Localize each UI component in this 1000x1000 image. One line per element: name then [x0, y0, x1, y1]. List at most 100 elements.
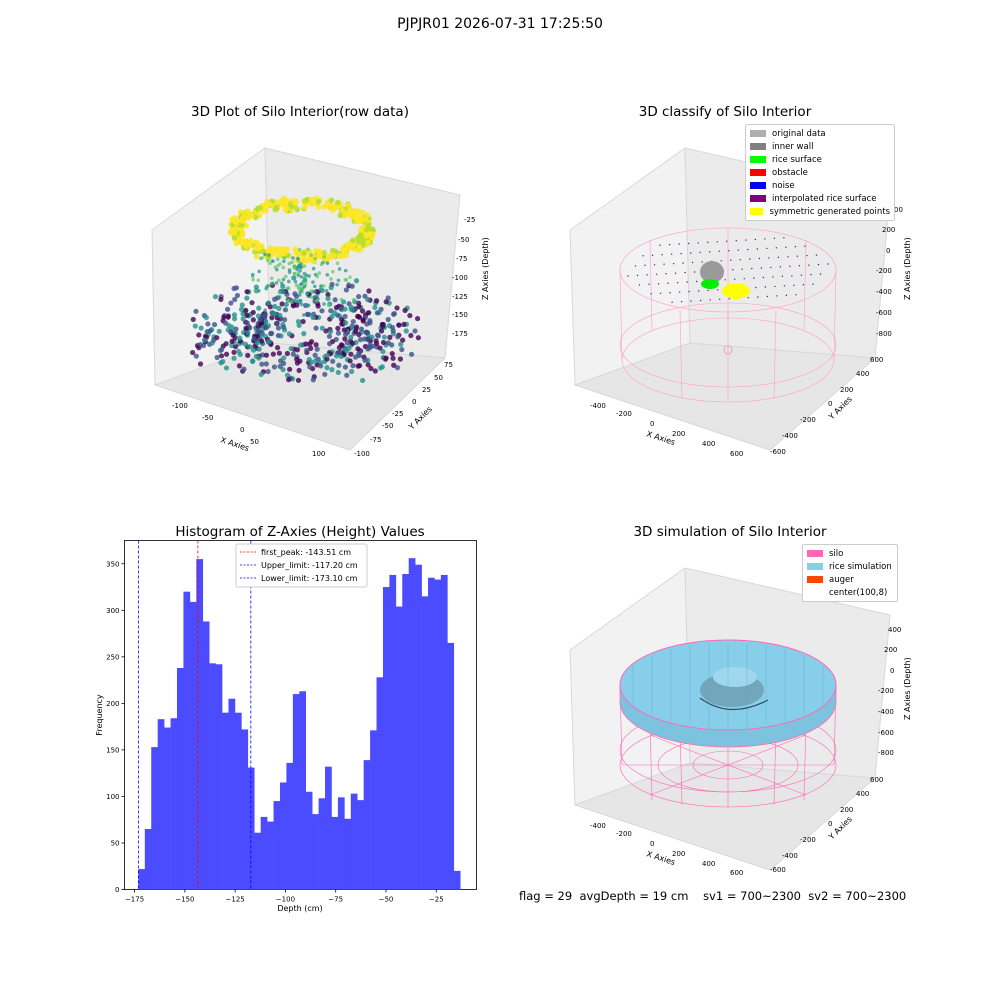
y-tick-label: 350: [106, 560, 119, 568]
histogram-title: Histogram of Z-Axies (Height) Values: [175, 524, 425, 540]
histogram-bar: [325, 766, 332, 890]
svg-text:600: 600: [870, 356, 883, 364]
svg-text:0: 0: [412, 398, 416, 406]
svg-text:50: 50: [434, 374, 443, 382]
histogram-bar: [344, 818, 352, 890]
histogram-bar: [151, 747, 158, 890]
histogram-bar: [434, 579, 442, 890]
legend-item: original data: [750, 127, 890, 140]
legend-item: rice surface: [750, 153, 890, 166]
simulation-3d-plot: -400 -200 0 200 400 600 X Axies 600 400 …: [569, 567, 912, 877]
svg-text:400: 400: [856, 790, 869, 798]
classified-clusters: [700, 261, 750, 299]
svg-text:600: 600: [870, 776, 883, 784]
raw-y-label: Y Axies: [406, 405, 434, 433]
svg-text:-600: -600: [770, 448, 786, 456]
svg-text:200: 200: [672, 430, 685, 438]
svg-text:-200: -200: [876, 267, 892, 275]
x-tick-label: −50: [379, 896, 394, 904]
histogram-bar: [292, 694, 300, 890]
svg-text:-50: -50: [202, 414, 213, 422]
x-tick-label: −100: [276, 896, 295, 904]
histogram-bar: [402, 574, 410, 890]
histogram-bar: [157, 719, 165, 890]
silo-wireframe: [619, 227, 837, 403]
y-tick-label: 250: [106, 653, 119, 661]
svg-text:-400: -400: [878, 708, 894, 716]
svg-text:400: 400: [888, 626, 901, 634]
svg-text:-600: -600: [770, 866, 786, 874]
histogram-bar: [247, 767, 255, 890]
svg-text:400: 400: [702, 860, 715, 868]
histogram-bar: [408, 558, 416, 890]
axes-panes: [569, 147, 891, 451]
x-tick-label: −125: [226, 896, 245, 904]
simulation-y-label: Y Axies: [826, 815, 854, 843]
histogram-bar: [228, 698, 236, 890]
classify-3d-plot: -400 -200 0 200 400 600 X Axies 600 400 …: [569, 147, 912, 458]
histogram-legend: first_peak: -143.51 cm Upper_limit: -117…: [235, 543, 368, 588]
histogram-bar: [215, 664, 223, 890]
svg-text:0: 0: [240, 426, 244, 434]
legend-item: inner wall: [750, 140, 890, 153]
y-tick-label: 150: [106, 746, 119, 754]
y-tick-label: 50: [111, 839, 120, 847]
legend-upper-limit: Upper_limit: -117.20 cm: [261, 561, 358, 570]
status-footer: flag = 29 avgDepth = 19 cm sv1 = 700~230…: [519, 889, 906, 903]
svg-text:-400: -400: [590, 402, 606, 410]
svg-text:-125: -125: [452, 293, 468, 301]
svg-text:-75: -75: [456, 255, 467, 263]
svg-text:600: 600: [730, 869, 743, 877]
svg-text:-100: -100: [172, 402, 188, 410]
histogram-bar: [189, 601, 197, 890]
histogram-bar: [164, 727, 171, 890]
legend-item: rice simulation: [807, 560, 893, 573]
svg-text:0: 0: [828, 400, 832, 408]
svg-text:-200: -200: [616, 410, 632, 418]
svg-text:-200: -200: [800, 836, 816, 844]
histogram-bar: [196, 559, 204, 890]
svg-text:-400: -400: [590, 822, 606, 830]
svg-text:0: 0: [890, 667, 894, 675]
svg-text:-100: -100: [452, 274, 468, 282]
histogram-bars: [138, 558, 461, 890]
svg-text:-400: -400: [782, 852, 798, 860]
svg-text:-175: -175: [452, 330, 468, 338]
histogram-bar: [318, 798, 326, 890]
x-tick-label: −25: [429, 896, 444, 904]
sv2-text: sv2 = 700~2300: [808, 889, 907, 903]
classify-legend: original data inner wall rice surface ob…: [745, 124, 895, 221]
raw-x-label: X Axies: [219, 435, 250, 453]
simulation-plot-title: 3D simulation of Silo Interior: [633, 524, 827, 540]
histogram-bar: [376, 677, 384, 890]
simulation-z-label: Z Axies (Depth): [903, 657, 912, 720]
histogram-bar: [395, 606, 403, 890]
svg-text:200: 200: [884, 646, 897, 654]
histogram-bar: [286, 762, 294, 890]
svg-text:-25: -25: [464, 216, 475, 224]
legend-item: center(100,8): [807, 586, 893, 599]
svg-text:100: 100: [312, 450, 325, 458]
histogram-bar: [440, 574, 448, 890]
svg-text:200: 200: [840, 806, 853, 814]
raw-point-cloud: [190, 195, 421, 384]
legend-item: symmetric generated points: [750, 205, 890, 218]
histogram-bar: [389, 574, 397, 890]
svg-text:400: 400: [856, 370, 869, 378]
svg-text:-100: -100: [354, 450, 370, 458]
legend-lower-limit: Lower_limit: -173.10 cm: [261, 574, 358, 583]
svg-text:-600: -600: [878, 729, 894, 737]
legend-item: silo: [807, 547, 893, 560]
svg-text:400: 400: [702, 440, 715, 448]
histogram-bar: [241, 729, 249, 890]
flag-text: flag = 29: [519, 889, 573, 903]
svg-text:-200: -200: [878, 687, 894, 695]
svg-text:600: 600: [730, 450, 743, 458]
legend-first-peak: first_peak: -143.51 cm: [261, 548, 351, 557]
simulation-legend: silo rice simulation auger center(100,8): [802, 544, 898, 602]
raw-x-ticks: -100 -50 0 50 100: [172, 402, 325, 458]
y-tick-label: 300: [106, 607, 119, 615]
svg-text:200: 200: [840, 386, 853, 394]
histogram-bar: [234, 712, 242, 890]
histogram-bar: [357, 800, 364, 890]
